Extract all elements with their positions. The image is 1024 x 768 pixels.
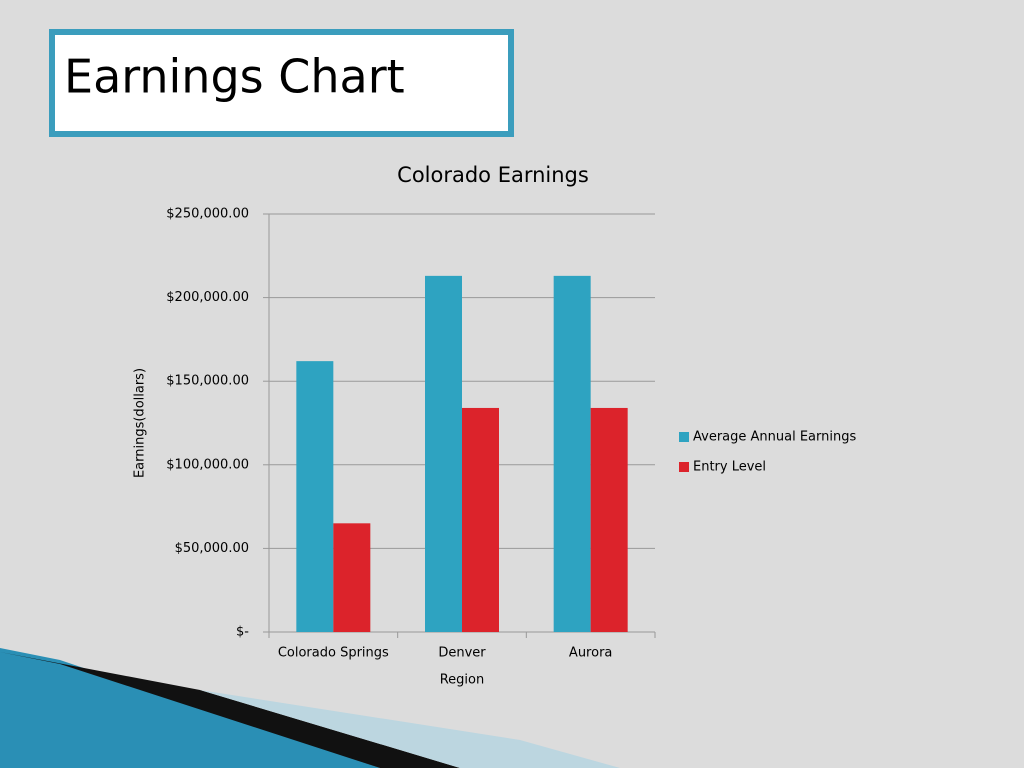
y-tick-label: $150,000.00 — [166, 374, 249, 389]
legend-swatch — [679, 432, 689, 442]
bar — [425, 275, 462, 632]
y-tick-label: $200,000.00 — [166, 290, 249, 305]
slide-title: Earnings Chart — [64, 50, 405, 104]
decor-wave — [0, 648, 380, 768]
legend-label: Average Annual Earnings — [693, 430, 856, 445]
bar — [333, 523, 371, 632]
bar — [553, 275, 591, 632]
bar — [462, 407, 499, 632]
x-tick-label: Denver — [438, 646, 486, 661]
title-box — [55, 35, 508, 131]
y-tick-label: $50,000.00 — [175, 541, 249, 556]
y-tick-label: $- — [236, 625, 249, 640]
chart-title: Colorado Earnings — [397, 163, 589, 187]
y-axis-label: Earnings(dollars) — [133, 368, 148, 478]
y-tick-label: $100,000.00 — [166, 457, 249, 472]
x-tick-label: Aurora — [569, 646, 612, 661]
y-tick-label: $250,000.00 — [166, 207, 249, 222]
bar — [590, 407, 628, 632]
decor-light — [200, 690, 620, 768]
decor-stripe — [0, 652, 460, 768]
legend-swatch — [679, 462, 689, 472]
legend-label: Entry Level — [693, 460, 766, 475]
x-tick-label: Colorado Springs — [278, 646, 389, 661]
bar — [296, 361, 334, 632]
x-axis-label: Region — [440, 673, 485, 688]
